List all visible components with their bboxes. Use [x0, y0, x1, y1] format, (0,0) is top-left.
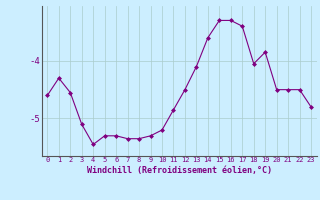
X-axis label: Windchill (Refroidissement éolien,°C): Windchill (Refroidissement éolien,°C) — [87, 166, 272, 175]
